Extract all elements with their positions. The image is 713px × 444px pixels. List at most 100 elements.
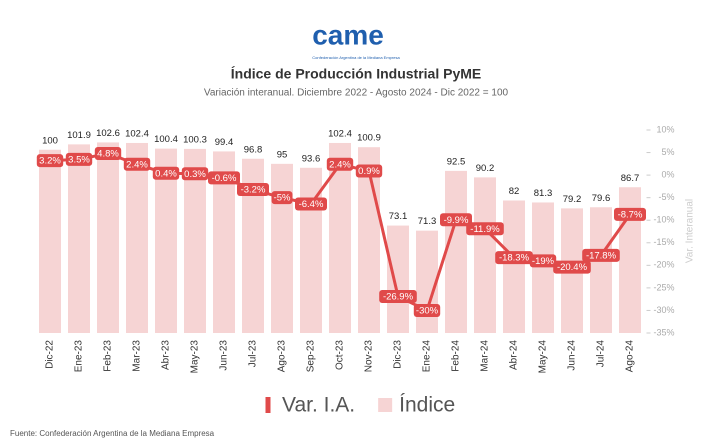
data-label: 0.4% <box>155 168 177 179</box>
data-label-bg <box>529 254 557 268</box>
x-tick-label: Jul-23 <box>248 340 259 368</box>
bar-label: 100 <box>42 135 58 146</box>
bar <box>387 225 409 333</box>
data-label-bg <box>152 166 180 180</box>
y2-tick-label: -30% <box>653 305 674 315</box>
bar <box>445 170 467 333</box>
y2-tick-label: -25% <box>653 282 674 292</box>
bar <box>329 142 351 333</box>
bar-label: 92.5 <box>447 156 466 167</box>
data-label-bg <box>614 207 646 221</box>
logo: came <box>312 19 384 50</box>
bar-label: 73.1 <box>389 211 408 222</box>
legend-swatch <box>378 398 393 412</box>
x-tick-label: Ago-24 <box>625 340 636 373</box>
bar-label: 100.3 <box>183 134 207 145</box>
x-tick-label: Jul-24 <box>596 340 607 368</box>
bar-label: 79.2 <box>563 194 582 205</box>
data-label: 2.4% <box>126 159 148 170</box>
bar <box>213 151 235 333</box>
logo-tagline: Confederación Argentina de la Mediana Em… <box>312 55 400 60</box>
data-label-bg <box>94 146 122 160</box>
data-label: 3.2% <box>39 156 61 167</box>
data-label: 4.8% <box>97 148 119 159</box>
source: Fuente: Confederación Argentina de la Me… <box>10 429 215 438</box>
data-label: 0.9% <box>358 166 380 177</box>
data-label-bg <box>237 183 269 197</box>
data-label: -3.2% <box>241 185 266 196</box>
x-tick-label: Sep-23 <box>306 340 317 373</box>
bar-label: 82 <box>509 186 520 197</box>
bar-label: 100.4 <box>154 134 178 145</box>
x-tick-label: Ene-23 <box>74 340 85 373</box>
x-tick-label: May-23 <box>190 340 201 374</box>
data-label-bg <box>326 157 354 171</box>
y2-tick-label: 5% <box>661 147 674 157</box>
bar-label: 93.6 <box>302 153 321 164</box>
y2-tick-label: 10% <box>656 124 674 134</box>
data-label: -11.9% <box>470 224 500 235</box>
bar-label: 96.8 <box>244 144 263 155</box>
x-tick-label: Jun-23 <box>219 340 230 371</box>
bar-label: 71.3 <box>418 216 437 227</box>
bar <box>474 177 496 333</box>
x-tick-label: Ago-23 <box>277 340 288 373</box>
bar <box>532 202 554 333</box>
x-tick-label: May-24 <box>538 340 549 374</box>
data-label: -5% <box>274 193 291 204</box>
bar <box>503 200 525 333</box>
data-label: -0.6% <box>212 173 237 184</box>
bar-label: 90.2 <box>476 163 495 174</box>
data-label-bg <box>495 251 533 265</box>
data-label-bg <box>582 248 620 262</box>
data-label-bg <box>181 167 209 181</box>
chart-title: Índice de Producción Industrial PyME <box>231 66 482 82</box>
x-tick-label: Nov-23 <box>364 340 375 373</box>
y2-tick-label: 0% <box>661 169 674 179</box>
data-label: -18.3% <box>499 253 530 264</box>
y2-tick-label: -20% <box>653 260 674 270</box>
bar-label: 81.3 <box>534 188 553 199</box>
y2-tick-label: -10% <box>653 215 674 225</box>
legend-label: Índice <box>399 394 455 417</box>
data-label-bg <box>123 157 151 171</box>
bar <box>271 163 293 333</box>
bar <box>68 144 90 333</box>
y2-tick-label: -5% <box>658 192 674 202</box>
data-label: -17.8% <box>586 250 617 261</box>
data-label: -20.4% <box>557 262 588 273</box>
data-label-bg <box>379 289 417 303</box>
data-label: -9.9% <box>444 215 469 226</box>
y2-axis-title: Var. Interanual <box>685 199 696 263</box>
bar-label: 79.6 <box>592 193 611 204</box>
bar-label: 102.4 <box>125 128 149 139</box>
data-label-bg <box>440 213 472 227</box>
x-tick-label: Ene-24 <box>422 340 433 373</box>
x-tick-label: Feb-24 <box>451 340 462 372</box>
bar <box>39 149 61 333</box>
y2-tick-label: -15% <box>653 237 674 247</box>
bar <box>590 207 612 333</box>
bar-label: 99.4 <box>215 137 234 148</box>
data-label-bg <box>355 164 383 178</box>
bar-label: 100.9 <box>357 133 381 144</box>
data-label: 0.3% <box>184 169 206 180</box>
bar-label: 101.9 <box>67 130 91 141</box>
legend-label: Var. I.A. <box>282 394 355 417</box>
bar <box>97 142 119 333</box>
y2-tick-label: -35% <box>653 327 674 337</box>
bar-label: 102.6 <box>96 128 120 139</box>
data-label: -6.4% <box>299 199 324 210</box>
data-label: 3.5% <box>68 154 90 165</box>
data-label: -8.7% <box>618 209 643 220</box>
data-label-bg <box>65 152 93 166</box>
data-label-bg <box>36 154 64 168</box>
data-label-bg <box>295 197 327 211</box>
bar <box>184 148 206 333</box>
x-tick-label: Mar-24 <box>480 340 491 372</box>
data-label: -30% <box>416 305 439 316</box>
data-label-bg <box>466 222 504 236</box>
x-tick-label: Dic-22 <box>45 340 56 369</box>
data-label-bg <box>413 303 441 317</box>
